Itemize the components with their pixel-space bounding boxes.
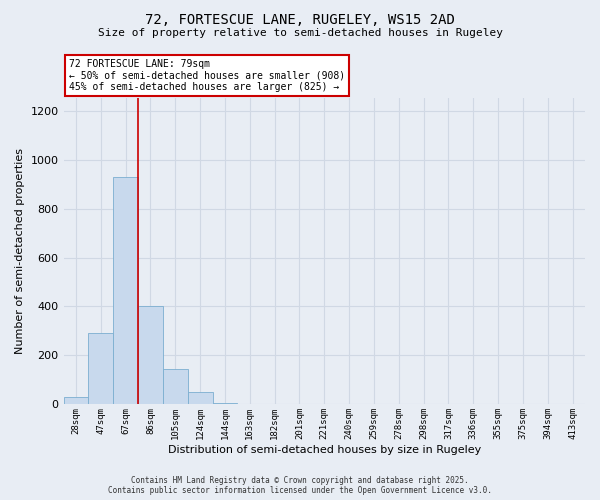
Bar bbox=[64, 397, 88, 404]
X-axis label: Distribution of semi-detached houses by size in Rugeley: Distribution of semi-detached houses by … bbox=[167, 445, 481, 455]
Bar bbox=[188, 392, 212, 404]
Text: Size of property relative to semi-detached houses in Rugeley: Size of property relative to semi-detach… bbox=[97, 28, 503, 38]
Bar bbox=[113, 176, 138, 404]
Bar bbox=[163, 369, 188, 404]
Text: Contains HM Land Registry data © Crown copyright and database right 2025.
Contai: Contains HM Land Registry data © Crown c… bbox=[108, 476, 492, 495]
Y-axis label: Number of semi-detached properties: Number of semi-detached properties bbox=[15, 148, 25, 354]
Bar bbox=[138, 306, 163, 404]
Text: 72, FORTESCUE LANE, RUGELEY, WS15 2AD: 72, FORTESCUE LANE, RUGELEY, WS15 2AD bbox=[145, 12, 455, 26]
Bar bbox=[212, 403, 238, 404]
Text: 72 FORTESCUE LANE: 79sqm
← 50% of semi-detached houses are smaller (908)
45% of : 72 FORTESCUE LANE: 79sqm ← 50% of semi-d… bbox=[69, 59, 345, 92]
Bar bbox=[88, 334, 113, 404]
